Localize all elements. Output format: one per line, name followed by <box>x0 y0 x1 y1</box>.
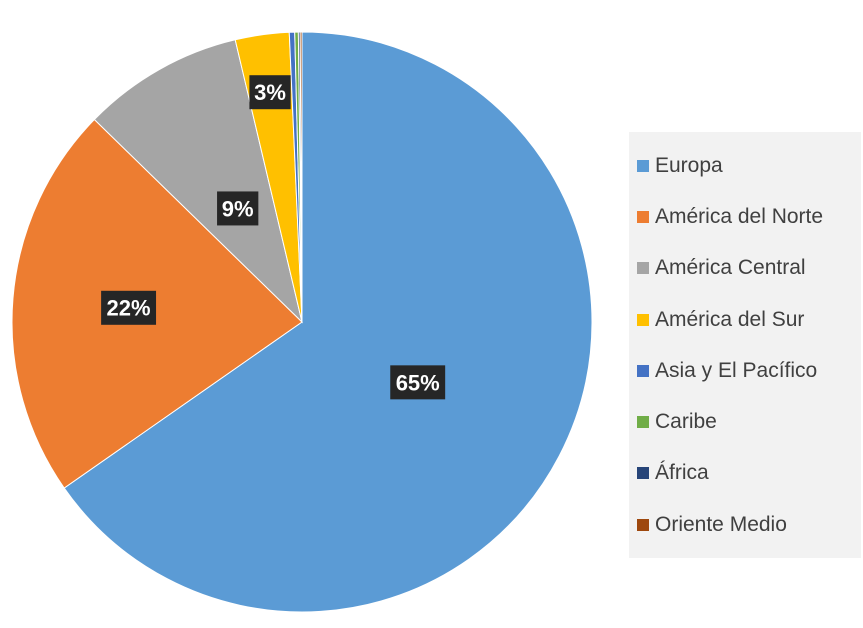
legend-swatch-4 <box>637 364 649 377</box>
legend-label-7: Oriente Medio <box>655 512 787 536</box>
pie-slices <box>11 31 593 613</box>
legend-label-6: África <box>655 461 709 485</box>
legend-label-2: América Central <box>655 256 806 280</box>
legend-label-0: Europa <box>655 153 723 177</box>
data-label-text-0: 65% <box>396 370 440 395</box>
chart-legend: Europa América del Norte América Central Am… <box>629 132 861 559</box>
legend-swatch-6 <box>637 467 649 480</box>
legend-item-3: América del Sur <box>637 294 861 345</box>
legend-item-0: Europa <box>637 140 861 191</box>
legend-swatch-0 <box>637 159 649 172</box>
data-label-0: 65% <box>390 365 446 400</box>
legend-label-3: América del Sur <box>655 307 805 331</box>
legend-swatch-1 <box>637 210 649 223</box>
data-label-box-1 <box>101 290 157 325</box>
data-label-box-3 <box>249 75 291 110</box>
data-label-text-1: 22% <box>107 296 151 321</box>
data-label-3: 3% <box>249 75 291 110</box>
legend-label-4: Asia y El Pacífico <box>655 358 818 382</box>
data-label-2: 9% <box>217 191 259 226</box>
pie-data-labels: 65% 22% 9% 3% <box>101 75 446 400</box>
legend-item-4: Asia y El Pacífico <box>637 345 861 396</box>
legend-item-1: América del Norte <box>637 191 861 242</box>
legend-item-5: Caribe <box>637 396 861 447</box>
pie-slice-0 <box>63 31 593 613</box>
legend-swatch-7 <box>637 518 649 531</box>
legend-item-7: Oriente Medio <box>637 499 861 550</box>
legend-item-6: África <box>637 448 861 499</box>
legend-swatch-5 <box>637 416 649 429</box>
data-label-box-0 <box>390 365 446 400</box>
pie-slice-2 <box>93 39 303 324</box>
legend-swatch-2 <box>637 262 649 275</box>
legend-label-5: Caribe <box>655 410 717 434</box>
data-label-1: 22% <box>101 290 157 325</box>
legend-swatch-3 <box>637 313 649 326</box>
legend-item-2: América Central <box>637 243 861 294</box>
legend-label-1: América del Norte <box>655 204 824 228</box>
data-label-text-3: 3% <box>254 80 286 105</box>
data-label-box-2 <box>217 191 259 226</box>
pie-slice-1 <box>11 118 303 489</box>
pie-slice-7 <box>299 31 303 323</box>
data-label-text-2: 9% <box>222 196 254 221</box>
